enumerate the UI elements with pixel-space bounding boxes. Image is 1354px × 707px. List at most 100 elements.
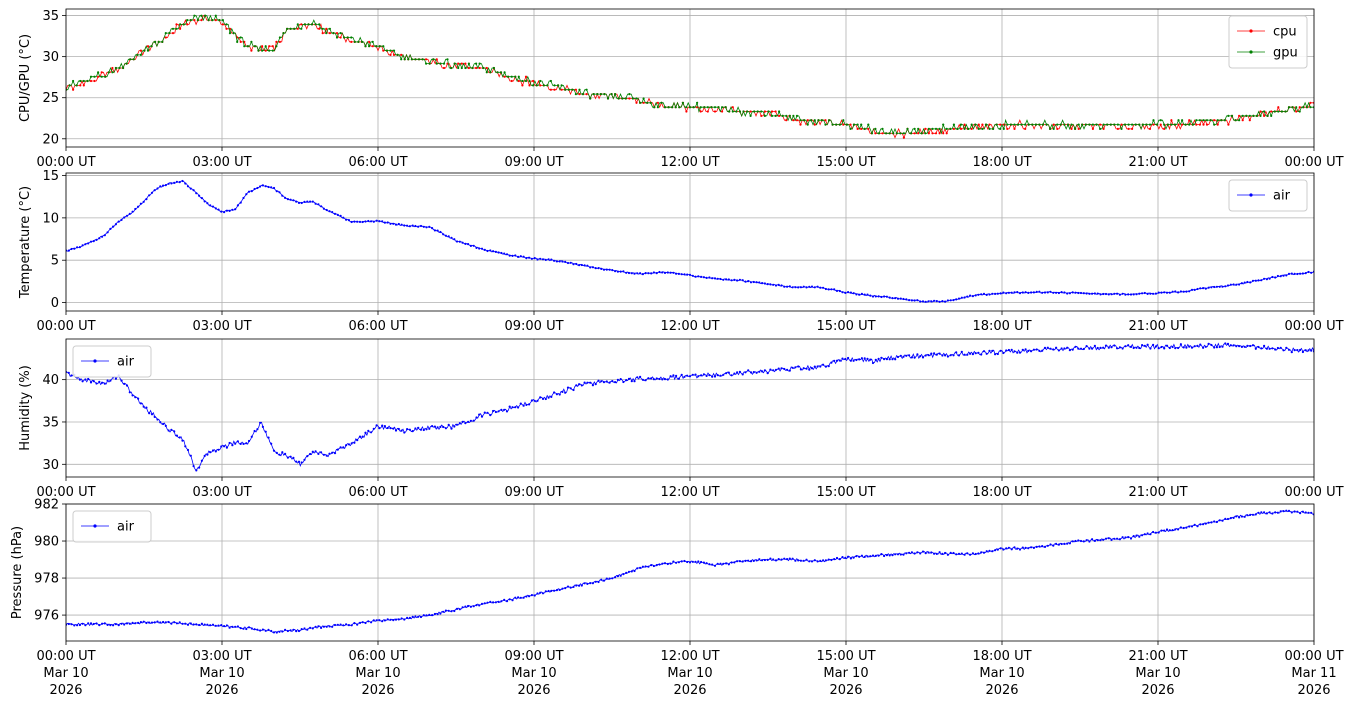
data-point-gpu [617, 97, 620, 100]
data-point-air [389, 222, 392, 225]
data-point-gpu [674, 106, 677, 109]
data-point-air [1138, 346, 1141, 350]
data-point-air [816, 365, 819, 368]
data-point-cpu [464, 62, 467, 65]
data-point-air [250, 190, 253, 193]
data-point-air [1074, 539, 1077, 543]
data-point-gpu [1287, 106, 1291, 109]
data-point-air [774, 368, 778, 371]
data-point-gpu [1016, 123, 1020, 126]
data-point-gpu [988, 127, 991, 130]
data-point-air [1282, 510, 1285, 513]
data-point-gpu [136, 53, 139, 57]
data-point-air [791, 366, 794, 369]
data-point-air [652, 564, 656, 568]
data-point-cpu [89, 79, 93, 83]
data-point-cpu [225, 27, 228, 30]
data-point-air [705, 374, 708, 377]
data-point-air [289, 455, 292, 458]
x-tick-label: 00:00 UT [1284, 485, 1343, 500]
data-point-air [1118, 346, 1121, 349]
data-point-air [575, 384, 578, 387]
data-point-air [439, 612, 442, 615]
data-point-air [322, 625, 325, 628]
data-point-air [558, 393, 561, 396]
data-point-air [159, 621, 162, 624]
data-point-air [306, 628, 309, 631]
data-point-air [397, 618, 400, 621]
data-point-gpu [663, 106, 667, 109]
x-tick-label: 15:00 UT [816, 485, 875, 500]
data-point-gpu [118, 66, 121, 70]
data-point-air [1185, 346, 1188, 349]
data-point-air [566, 585, 570, 588]
data-point-air [1202, 287, 1205, 290]
data-point-air [1310, 349, 1313, 352]
data-point-air [974, 352, 977, 355]
data-point-air [852, 359, 855, 362]
data-point-gpu [1116, 123, 1119, 126]
x-tick-label: 06:00 UT Mar 10 2026 [348, 649, 407, 698]
data-point-gpu [186, 19, 189, 22]
data-point-air [153, 621, 156, 624]
data-point-air [1279, 510, 1282, 513]
data-point-air [242, 442, 245, 445]
data-point-air [1193, 523, 1196, 527]
data-point-air [231, 208, 234, 211]
data-point-gpu [1270, 114, 1273, 117]
data-point-gpu [1266, 114, 1269, 117]
data-point-air [228, 626, 231, 629]
data-point-air [1091, 538, 1094, 541]
data-point-gpu [321, 27, 324, 30]
data-point-gpu [681, 101, 685, 104]
data-point-air [253, 628, 256, 631]
data-point-gpu [699, 106, 702, 109]
data-point-gpu [806, 123, 809, 126]
data-point-air [1177, 528, 1180, 531]
data-point-gpu [1041, 123, 1045, 126]
data-point-gpu [282, 31, 285, 35]
data-point-cpu [524, 75, 528, 78]
data-point-air [1263, 344, 1266, 347]
data-point-gpu [1099, 127, 1102, 130]
legend-label-air: air [117, 520, 135, 535]
data-point-air [486, 601, 489, 604]
data-point-air [106, 379, 109, 382]
data-point-gpu [157, 40, 160, 44]
data-point-air [1226, 342, 1230, 345]
data-point-gpu [738, 110, 742, 113]
data-point-air [286, 456, 289, 459]
data-point-cpu [503, 75, 506, 78]
data-point-gpu [129, 58, 132, 61]
data-point-air [1179, 526, 1182, 529]
data-point-air [519, 255, 522, 258]
data-point-air [813, 365, 816, 368]
data-point-air [1021, 546, 1024, 549]
data-point-air [106, 231, 109, 234]
data-point-cpu [278, 40, 281, 44]
data-point-air [547, 258, 550, 261]
data-point-air [1210, 343, 1213, 347]
data-point-air [505, 600, 509, 603]
data-point-air [663, 562, 667, 565]
data-point-air [386, 221, 389, 224]
data-point-gpu [728, 110, 731, 113]
data-point-gpu [899, 132, 902, 135]
data-point-air [217, 208, 220, 211]
data-point-air [1251, 513, 1255, 516]
data-point-air [480, 415, 484, 418]
data-point-air [838, 289, 841, 293]
data-point-air [1005, 292, 1008, 295]
data-point-air [480, 247, 484, 250]
data-point-air [450, 610, 453, 613]
data-point-air [691, 274, 694, 277]
data-point-air [198, 194, 201, 197]
data-point-air [1165, 528, 1169, 531]
data-point-air [295, 460, 298, 463]
data-point-air [844, 291, 847, 294]
data-point-air [372, 619, 375, 622]
data-point-air [211, 449, 215, 452]
data-point-air [1030, 350, 1033, 353]
data-point-air [175, 434, 178, 437]
data-point-gpu [874, 127, 877, 130]
